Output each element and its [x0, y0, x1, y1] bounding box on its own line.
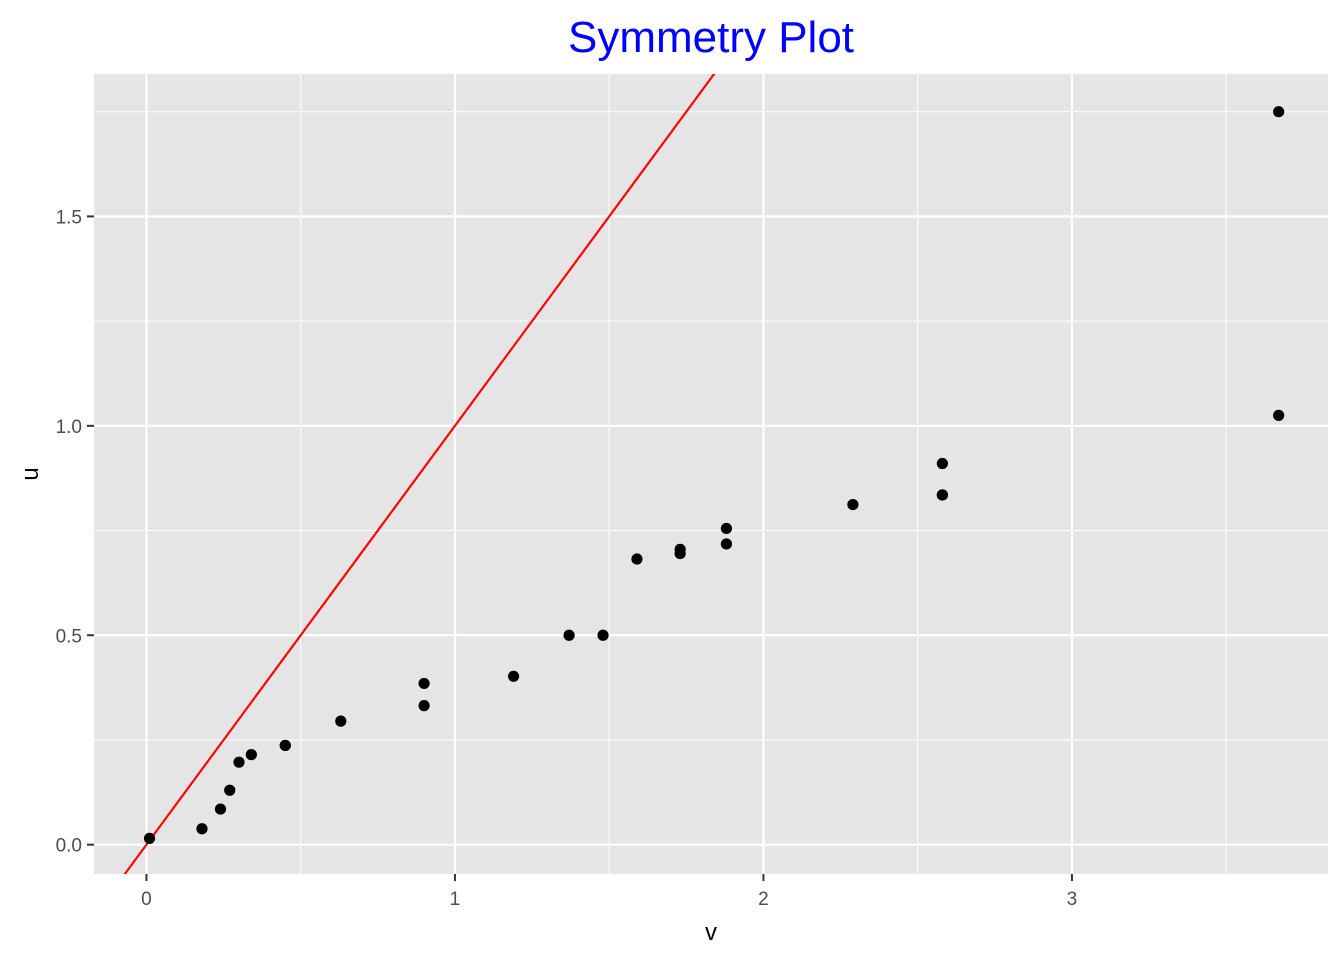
x-axis-title: v	[705, 919, 717, 946]
x-tick-label: 1	[450, 889, 461, 910]
data-point	[143, 832, 156, 844]
data-point	[418, 700, 430, 712]
data-point	[507, 670, 520, 682]
data-point	[1273, 409, 1285, 421]
plot-panel	[94, 74, 1328, 874]
reference-line	[123, 74, 716, 874]
data-point	[597, 629, 609, 641]
data-point	[245, 749, 257, 761]
y-tick-label: 1.5	[56, 207, 82, 228]
data-point	[214, 803, 227, 815]
x-axis: 0 1 2 3	[141, 874, 1077, 910]
data-point	[279, 739, 291, 752]
x-tick-label: 0	[141, 889, 152, 910]
data-point	[674, 543, 686, 555]
y-tick-label: 1.0	[56, 417, 82, 438]
data-point	[936, 457, 948, 470]
data-point	[631, 553, 643, 565]
minor-gridlines	[94, 74, 1328, 874]
data-points	[143, 106, 1285, 844]
data-point	[936, 489, 948, 501]
y-axis: 0.0 0.5 1.0 1.5	[56, 207, 94, 857]
data-point	[335, 715, 347, 727]
data-point	[418, 677, 430, 690]
data-point	[196, 823, 208, 835]
reference-line-group	[123, 74, 716, 874]
x-tick-label: 3	[1067, 889, 1078, 910]
y-tick-label: 0.0	[56, 836, 82, 857]
x-tick-label: 2	[758, 889, 769, 910]
data-point	[847, 498, 859, 511]
chart-title: Symmetry Plot	[568, 13, 854, 62]
data-point	[720, 522, 733, 535]
data-point	[224, 784, 236, 796]
data-point	[720, 538, 733, 550]
data-point	[233, 756, 245, 768]
y-tick-label: 0.5	[56, 626, 82, 647]
data-point	[1273, 106, 1285, 118]
data-point	[563, 629, 575, 641]
y-axis-title: u	[17, 467, 44, 480]
